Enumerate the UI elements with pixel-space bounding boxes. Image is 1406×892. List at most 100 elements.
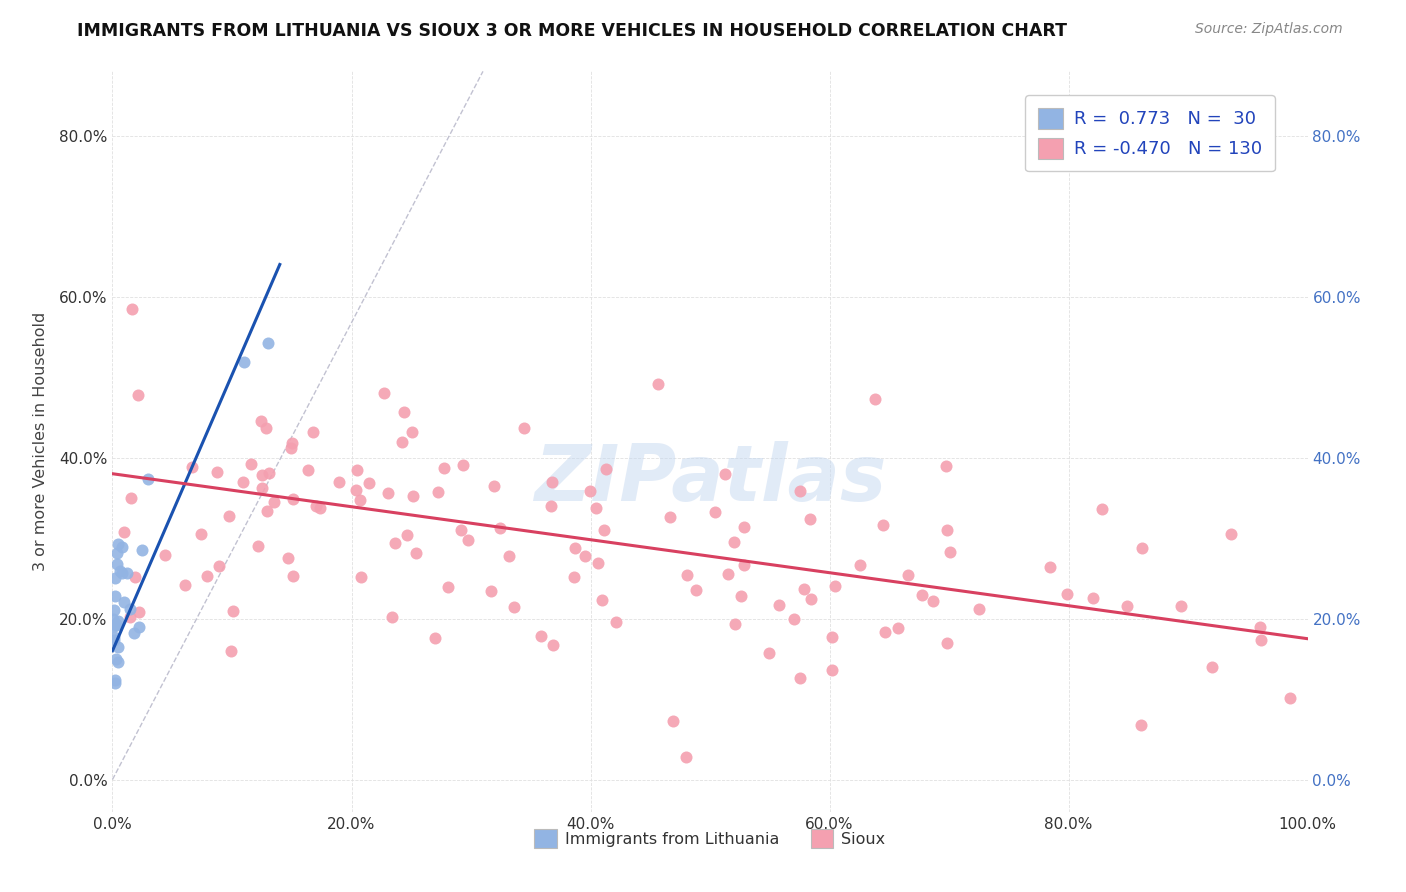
Point: [349, 492, 371, 507]
Point: [921, 594, 943, 608]
Point: [121, 301, 143, 316]
Point: [344, 483, 367, 497]
Point: [592, 523, 614, 537]
Point: [103, 603, 125, 617]
Point: [105, 617, 128, 632]
Point: [277, 551, 299, 566]
Point: [309, 500, 332, 515]
Point: [127, 388, 149, 402]
Point: [107, 655, 129, 669]
Point: [218, 508, 240, 523]
Point: [190, 527, 212, 541]
Point: [131, 543, 153, 558]
Point: [498, 549, 520, 564]
Point: [789, 484, 811, 499]
Point: [124, 569, 146, 583]
Point: [887, 621, 910, 635]
Point: [107, 640, 129, 654]
Point: [257, 466, 280, 480]
Point: [232, 475, 254, 489]
Point: [1039, 559, 1062, 574]
Point: [578, 484, 600, 499]
Point: [405, 546, 427, 560]
Point: [588, 556, 610, 570]
Point: [730, 589, 752, 603]
Point: [122, 626, 145, 640]
Point: [1091, 501, 1114, 516]
Y-axis label: 3 or more Vehicles in Household: 3 or more Vehicles in Household: [32, 312, 48, 571]
Point: [281, 491, 304, 506]
Point: [433, 460, 456, 475]
Point: [800, 592, 823, 607]
Point: [1115, 599, 1137, 614]
Point: [103, 612, 125, 626]
Point: [482, 478, 505, 492]
Point: [381, 609, 404, 624]
Point: [564, 570, 586, 584]
Point: [451, 458, 474, 472]
Point: [297, 463, 319, 477]
Point: [107, 537, 129, 551]
Point: [208, 559, 231, 574]
Point: [647, 376, 669, 391]
Point: [305, 499, 328, 513]
Point: [153, 548, 176, 562]
Point: [437, 580, 460, 594]
Point: [1250, 632, 1272, 647]
Point: [849, 558, 872, 573]
Point: [254, 421, 277, 435]
Point: [103, 632, 125, 647]
Point: [824, 579, 846, 593]
Point: [138, 472, 160, 486]
Point: [391, 435, 413, 450]
Point: [595, 462, 617, 476]
Point: [250, 468, 273, 483]
Text: ZIPatlas: ZIPatlas: [534, 441, 886, 516]
Point: [488, 521, 510, 535]
Point: [104, 676, 127, 690]
Point: [1132, 541, 1154, 555]
Point: [301, 425, 323, 440]
Point: [897, 568, 920, 582]
Point: [717, 567, 740, 582]
Point: [540, 475, 562, 489]
Point: [530, 629, 553, 643]
Point: [104, 673, 127, 687]
Point: [252, 481, 274, 495]
Point: [128, 620, 150, 634]
Point: [120, 602, 142, 616]
Point: [1083, 591, 1105, 605]
Point: [281, 569, 304, 583]
Point: [250, 414, 273, 428]
Point: [936, 636, 959, 650]
Point: [675, 749, 697, 764]
Point: [820, 663, 842, 677]
Point: [128, 605, 150, 619]
Point: [911, 588, 934, 602]
Point: [1056, 587, 1078, 601]
Point: [1170, 599, 1192, 613]
Point: [281, 436, 304, 450]
Point: [247, 540, 270, 554]
Point: [219, 644, 242, 658]
Point: [111, 541, 134, 555]
Point: [103, 630, 125, 644]
Point: [105, 557, 128, 571]
Point: [662, 714, 685, 728]
Point: [605, 615, 627, 630]
Point: [111, 566, 134, 581]
Point: [685, 582, 707, 597]
Point: [105, 546, 128, 560]
Point: [564, 541, 586, 555]
Point: [938, 545, 960, 559]
Point: [425, 631, 447, 645]
Point: [1130, 718, 1153, 732]
Point: [108, 564, 131, 578]
Point: [513, 420, 536, 434]
Point: [872, 517, 894, 532]
Point: [118, 610, 141, 624]
Point: [233, 355, 256, 369]
Point: [392, 405, 415, 419]
Point: [395, 528, 418, 542]
Point: [733, 558, 755, 572]
